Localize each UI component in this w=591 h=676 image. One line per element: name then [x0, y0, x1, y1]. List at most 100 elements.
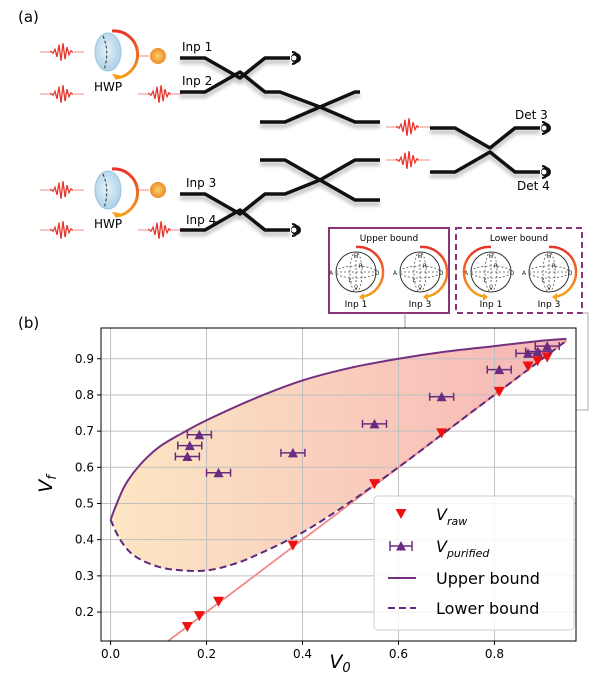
axis-ticks: 0.0 0.2 0.4 0.6 0.8 0.2 0.3 0.4 0.5 0.6 0.7 0.8 0.9 [75, 352, 504, 661]
rotation-arc-icon [111, 167, 140, 218]
photon-pulses [40, 43, 430, 239]
y-tick-label: 0.3 [75, 569, 94, 583]
sphere-axis-letter: A [464, 270, 469, 277]
y-tick-label: 0.4 [75, 533, 94, 547]
purified-point [186, 429, 213, 440]
rotation-arc-icon [111, 29, 140, 80]
rotation-arc-icon [419, 245, 449, 299]
sphere-axis-letter: D [439, 270, 444, 277]
input-label-4: Inp 4 [186, 213, 216, 227]
sphere-label: Inp 3 [538, 300, 561, 310]
sphere-axis-letter: V [547, 285, 552, 292]
detector-icon [291, 223, 301, 237]
sphere-axis-letter: L [412, 277, 416, 284]
legend-label: Lower bound [436, 599, 539, 618]
sphere-axis-letter: L [348, 277, 352, 284]
photon-pulse-icon [386, 118, 430, 136]
upper-bound-inset-title: Upper bound [360, 234, 418, 244]
purified-point [534, 341, 560, 351]
detector-label-4: Det 4 [517, 179, 550, 193]
sphere-axis-letter: V [418, 285, 423, 292]
photon-pulse-icon [40, 85, 84, 103]
sphere-axis-letter: D [375, 270, 380, 277]
input-label-3: Inp 3 [186, 176, 216, 190]
waveguide-network [180, 56, 540, 232]
x-tick-label: 0.2 [197, 647, 216, 661]
raw-point [522, 361, 534, 372]
input-label-2: Inp 2 [182, 74, 212, 88]
sphere-axis-letter: H [354, 253, 359, 260]
sphere-axis-letter: R [423, 263, 427, 270]
sphere-axis-letter: A [522, 270, 527, 277]
lower-bound-inset-title: Lower bound [490, 234, 548, 244]
rotation-arc-icon [462, 245, 492, 299]
sphere-axis-letter: R [359, 263, 363, 270]
photon-pulse-icon [40, 221, 84, 239]
sphere-axis-letter: L [483, 277, 487, 284]
sphere-label: Inp 1 [345, 300, 368, 310]
sphere-label: Inp 1 [480, 300, 503, 310]
rotation-arc-icon [355, 245, 385, 299]
raw-point [287, 540, 299, 551]
y-axis-label: Vf [35, 473, 60, 493]
detector-icon [541, 121, 551, 135]
x-axis-label: V0 [329, 651, 350, 676]
raw-point [213, 596, 225, 607]
x-tick-label: 0.6 [389, 647, 408, 661]
sphere-axis-letter: R [552, 263, 556, 270]
raw-point [368, 479, 380, 490]
sphere-axis-letter: V [489, 285, 494, 292]
hwp-top [94, 29, 140, 80]
sphere-axis-letter: D [510, 270, 515, 277]
bloch-sphere-icon: H V A D RL [522, 245, 578, 301]
purified-point [361, 418, 388, 429]
upper-bound-line [109, 337, 567, 521]
rotation-arc-icon [548, 245, 578, 299]
legend-purified-symbol [389, 541, 413, 551]
sphere-axis-letter: R [494, 263, 498, 270]
legend-label: Upper bound [436, 569, 540, 588]
hwp-label-top: HWP [94, 80, 122, 94]
raw-point [532, 356, 544, 367]
sphere-axis-letter: H [489, 253, 494, 260]
sphere-axis-letter: H [418, 253, 423, 260]
legend-label: Vraw [436, 505, 467, 528]
purified-point [205, 467, 232, 478]
legend: Vraw Vpurified Upper bound Lower bound [373, 495, 575, 631]
legend-raw-symbol [395, 509, 407, 519]
purified-points [174, 341, 560, 478]
sphere-axis-letter: D [568, 270, 573, 277]
purified-point [177, 440, 203, 451]
sphere-axis-letter: A [393, 270, 398, 277]
photon-source-icon [150, 182, 166, 198]
plot-frame [100, 327, 577, 642]
x-tick-label: 0.4 [293, 647, 312, 661]
photon-pulse-icon [138, 85, 182, 103]
x-tick-label: 0.0 [101, 647, 120, 661]
lower-bound-line [109, 339, 568, 573]
photon-source-icon [150, 48, 166, 64]
y-tick-label: 0.5 [75, 496, 94, 510]
hwp-label-bottom: HWP [94, 217, 122, 231]
photon-pulse-icon [386, 151, 430, 169]
detector-icon [541, 165, 551, 179]
legend-label: Vpurified [436, 537, 490, 560]
y-tick-label: 0.6 [75, 460, 94, 474]
sphere-label: Inp 3 [409, 300, 432, 310]
purified-point [428, 391, 455, 402]
detector-icon [291, 51, 301, 65]
sphere-axis-letter: H [547, 253, 552, 260]
purified-point [486, 364, 512, 375]
raw-point [493, 386, 505, 397]
bloch-sphere-icon: H V A D RL [462, 245, 515, 301]
hwp-bottom [94, 167, 140, 218]
bloch-sphere-icon: H V A D RL [393, 245, 449, 301]
y-tick-label: 0.8 [75, 388, 94, 402]
y-tick-label: 0.9 [75, 352, 94, 366]
panel-a-label: (a) [18, 8, 39, 26]
photon-pulse-icon [40, 43, 84, 61]
purified-point [174, 451, 201, 461]
panel-b-label: (b) [18, 314, 39, 332]
input-label-1: Inp 1 [182, 40, 212, 54]
